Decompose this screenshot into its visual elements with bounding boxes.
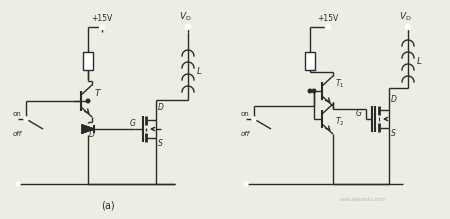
Text: +15V: +15V [317,14,338,23]
Text: T: T [95,89,100,98]
Circle shape [312,89,316,93]
Circle shape [99,25,104,30]
Text: $V_\mathrm{D}$: $V_\mathrm{D}$ [399,11,411,23]
Text: (a): (a) [101,201,115,211]
Text: off: off [241,131,250,137]
Text: $V_\mathrm{D}$: $V_\mathrm{D}$ [179,11,191,23]
Circle shape [16,182,20,186]
Text: G: G [130,119,136,128]
Text: on: on [241,111,250,117]
Circle shape [308,89,312,93]
Circle shape [325,25,330,30]
Text: S: S [158,139,163,148]
Text: L: L [417,57,422,66]
Circle shape [24,117,28,121]
Text: www.jiexiantu.com: www.jiexiantu.com [340,197,386,202]
Text: S: S [391,129,396,138]
Bar [305,52,315,70]
Text: $T_1$: $T_1$ [335,78,345,90]
Circle shape [185,25,190,30]
Circle shape [86,99,90,103]
Text: on: on [13,111,22,117]
Text: D: D [391,95,397,104]
Circle shape [252,117,256,121]
Text: D: D [158,103,164,112]
Text: $T_2$: $T_2$ [335,116,345,129]
Circle shape [244,182,248,186]
Bar [83,52,93,70]
Text: L: L [197,67,202,76]
Text: D: D [89,130,95,139]
Circle shape [405,25,410,30]
Text: G: G [356,109,362,118]
Polygon shape [82,125,94,133]
Text: off: off [13,131,22,137]
Text: +15V: +15V [91,14,112,23]
